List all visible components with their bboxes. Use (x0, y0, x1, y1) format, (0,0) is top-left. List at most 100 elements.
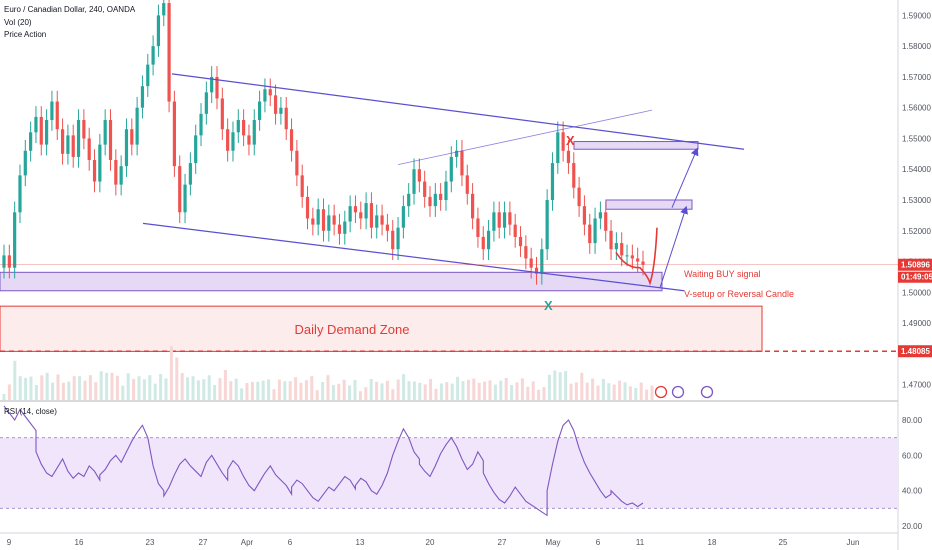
volume-bar (13, 360, 17, 400)
volume-bar (110, 372, 114, 400)
volume-bar (191, 376, 195, 400)
volume-bar (407, 381, 411, 400)
volume-bar (56, 374, 60, 400)
candle-body (167, 3, 171, 102)
volume-bar (375, 381, 379, 400)
volume-bar (277, 379, 281, 400)
candle-body (401, 206, 405, 228)
volume-bar (504, 378, 508, 400)
volume-bar (547, 374, 551, 400)
candle-body (50, 101, 54, 120)
rsi-band (0, 437, 898, 509)
candle-body (337, 224, 342, 234)
volume-bar (331, 385, 335, 400)
price-axis[interactable]: 1.59000 1.58000 1.57000 1.56000 1.55000 1.540… (898, 11, 932, 390)
candle-body (550, 163, 555, 200)
candle-body (636, 258, 640, 262)
candle-body (391, 230, 395, 250)
study-legend[interactable]: Price Action (4, 30, 47, 39)
candle-body (630, 255, 634, 259)
candle-body (417, 169, 421, 182)
candle-body (327, 215, 331, 231)
price-tick: 1.52000 (902, 227, 931, 236)
candle-body (204, 92, 208, 114)
zone-box-3 (605, 199, 693, 210)
symbol-title[interactable]: Euro / Canadian Dollar, 240, OANDA (4, 5, 136, 14)
volume-bar (83, 380, 87, 400)
candle-body (236, 120, 240, 133)
candle-body (82, 120, 86, 139)
volume-bar (650, 385, 654, 400)
candle-body (284, 107, 288, 130)
volume-bar (88, 375, 92, 400)
volume-bar (483, 381, 487, 400)
candle-body (492, 212, 496, 231)
candle-body (114, 160, 118, 185)
volume-bar (564, 371, 568, 400)
dividends-icon (700, 385, 714, 399)
rsi-legend[interactable]: RSI (14, close) (4, 407, 57, 416)
volume-bar (591, 378, 595, 400)
candle-body (226, 129, 230, 151)
candle-body (486, 230, 491, 250)
candle-body (268, 89, 272, 96)
candle-body (188, 163, 192, 185)
candle-body (588, 224, 592, 244)
candle-body (460, 150, 464, 176)
candle-body (279, 107, 283, 114)
volume-bar (439, 383, 443, 400)
volume-bar (2, 394, 6, 400)
candle-body (23, 150, 27, 176)
volume-bar (223, 370, 227, 400)
volume-bar (326, 375, 330, 400)
candle-body (380, 215, 384, 225)
volume-bar (169, 346, 173, 400)
candle-body (556, 132, 560, 164)
rsi-pane: 80.00 60.00 40.00 20.00 (0, 405, 923, 531)
candle-body (92, 160, 97, 182)
volume-bar (61, 382, 65, 400)
candle-body (60, 129, 65, 154)
candle-body (412, 169, 416, 194)
top-x-marker: X (566, 133, 575, 148)
trendlines[interactable] (142, 73, 745, 292)
annotations: Waiting BUY signal V-setup or Reversal Ca… (684, 269, 794, 299)
volume-bar (450, 383, 454, 400)
volume-bar (34, 385, 38, 400)
volume-bar (115, 375, 119, 400)
volume-bar (402, 374, 406, 400)
price-tick: 1.47000 (902, 381, 931, 390)
volume-bar (396, 379, 400, 400)
volume-bar (488, 380, 492, 400)
candle-body (641, 261, 645, 265)
candle-body (444, 181, 448, 200)
candle-body (108, 120, 113, 160)
candle-body (508, 212, 512, 225)
candle-body (295, 150, 299, 176)
volume-bar (78, 376, 82, 400)
candle-body (529, 258, 533, 268)
candle-body (7, 255, 11, 268)
volume-legend[interactable]: Vol (20) (4, 18, 32, 27)
daily-demand-zone[interactable]: Daily Demand Zone (0, 305, 898, 352)
bottom-x-marker: X (544, 298, 553, 313)
supply-demand-zones[interactable] (0, 141, 699, 292)
volume-bar (358, 391, 362, 400)
volume-bar (531, 381, 535, 400)
volume-bar (342, 379, 346, 400)
time-axis[interactable]: 9 16 23 27 Apr 6 13 20 27 May 6 11 18 25 Jun (7, 538, 860, 547)
volume-bar (639, 382, 643, 400)
price-tick: 1.54000 (902, 165, 931, 174)
candle-body (172, 101, 176, 167)
price-tick: 1.50000 (902, 288, 931, 297)
candle-body (2, 255, 6, 268)
volume-bar (461, 381, 465, 400)
volume-bar (137, 376, 141, 400)
candle-body (87, 138, 91, 160)
candle-body (561, 132, 565, 151)
candle-body (183, 184, 187, 213)
candle-body (476, 218, 480, 237)
candle-body (593, 218, 597, 244)
volume-bar (601, 378, 605, 400)
event-icons[interactable] (654, 385, 714, 399)
